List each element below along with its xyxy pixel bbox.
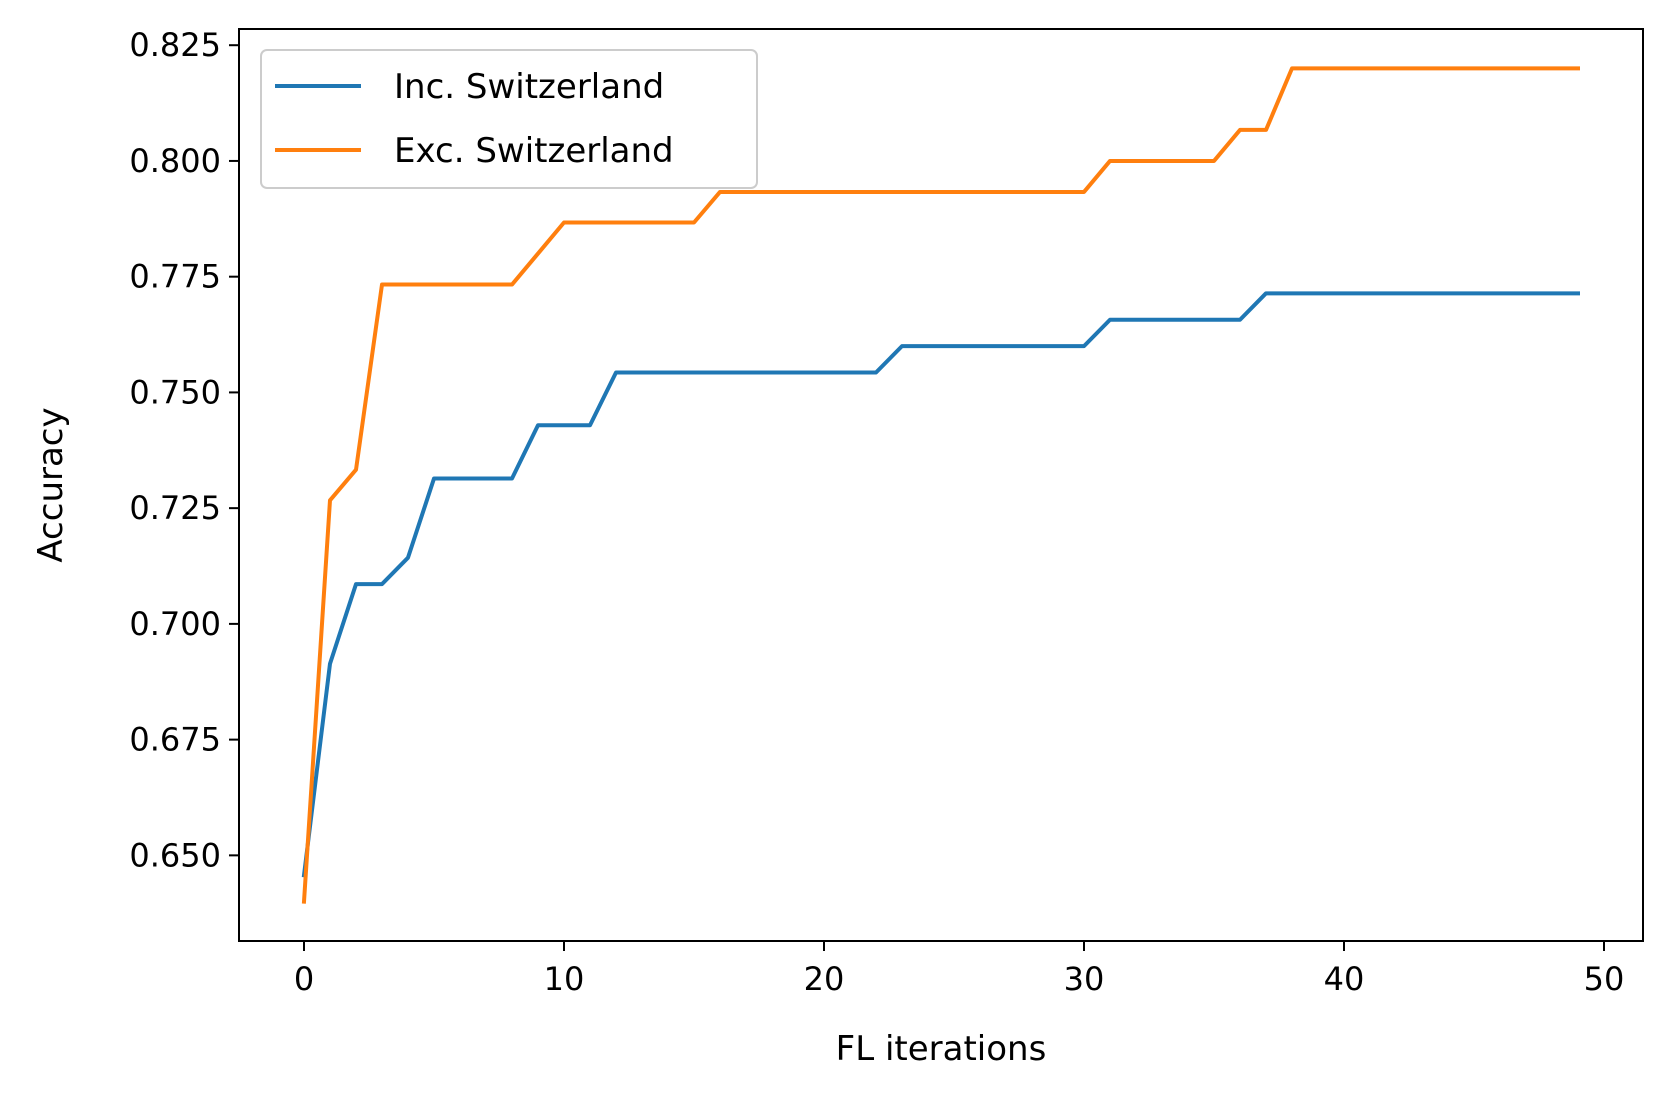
legend-label-inc-switzerland: Inc. Switzerland	[394, 67, 664, 107]
series-line-exc-switzerland	[301, 66, 1580, 904]
y-tick-label: 0.725	[129, 489, 221, 527]
legend-box	[260, 49, 758, 189]
y-axis-label: Accuracy	[31, 407, 71, 562]
x-axis-ticks: 0 10 20 30 40 50	[294, 941, 1625, 998]
legend: Inc. Switzerland Exc. Switzerland	[260, 49, 758, 189]
y-tick-label: 0.700	[129, 605, 221, 643]
y-tick-label: 0.650	[129, 836, 221, 874]
series-line-inc-switzerland	[301, 291, 1580, 878]
series-layer	[301, 66, 1580, 904]
y-tick-label: 0.825	[129, 26, 221, 64]
x-tick-label: 30	[1064, 960, 1105, 998]
legend-label-exc-switzerland: Exc. Switzerland	[394, 131, 674, 171]
x-tick-label: 10	[544, 960, 585, 998]
y-tick-label: 0.775	[129, 258, 221, 296]
x-axis-label: FL iterations	[836, 1029, 1047, 1069]
y-tick-label: 0.800	[129, 142, 221, 180]
x-tick-label: 20	[804, 960, 845, 998]
y-tick-label: 0.750	[129, 373, 221, 411]
x-tick-label: 40	[1324, 960, 1365, 998]
plot-frame	[238, 28, 1644, 942]
x-tick-label: 0	[294, 960, 314, 998]
x-tick-label: 50	[1584, 960, 1625, 998]
y-tick-label: 0.675	[129, 721, 221, 759]
y-axis-ticks: 0.650 0.675 0.700 0.725 0.750 0.775 0.800 0.825	[129, 26, 239, 874]
